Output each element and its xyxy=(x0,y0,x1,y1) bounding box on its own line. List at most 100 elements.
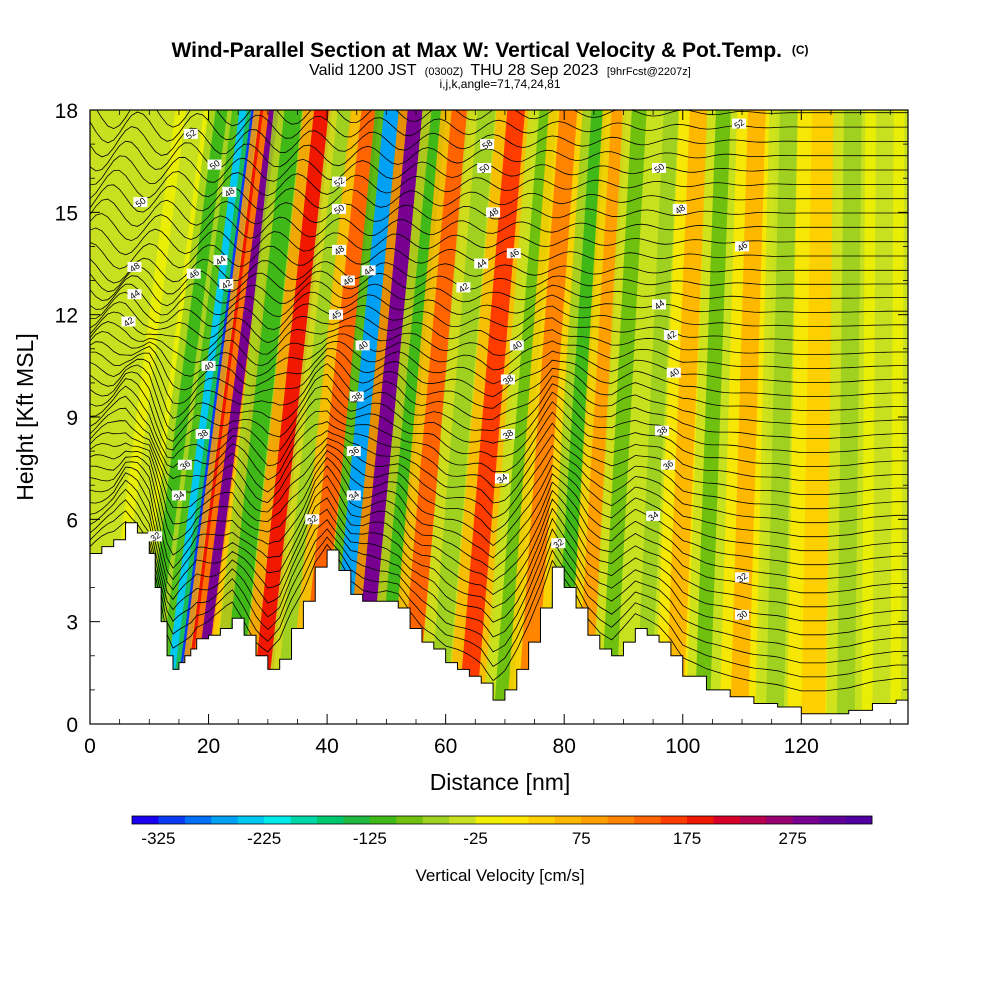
contour-label: 44 xyxy=(652,298,666,312)
colorbar-swatch xyxy=(132,816,159,824)
isentrope-line xyxy=(90,450,908,566)
chart-subtitle-2: i,j,k,angle=71,74,24,81 xyxy=(439,77,560,91)
colorbar-swatch xyxy=(766,816,794,824)
contour-label-text: 34 xyxy=(347,489,361,503)
colorbar-tick-label: 175 xyxy=(673,829,701,848)
colorbar-tick-label: -325 xyxy=(141,829,175,848)
colorbar-swatch xyxy=(792,816,820,824)
contour-label: 32 xyxy=(551,537,566,551)
contour-label: 48 xyxy=(331,243,346,257)
contour-label-bg xyxy=(213,255,228,266)
contour-label-text: 46 xyxy=(735,240,749,254)
contour-label-text: 50 xyxy=(652,161,666,175)
velocity-band-core xyxy=(398,110,470,724)
velocity-band-core xyxy=(801,110,836,724)
isentrope-line xyxy=(90,499,908,664)
isentrope-line xyxy=(90,170,908,199)
colorbar-tick-label: -225 xyxy=(247,829,281,848)
contour-label-text: 46 xyxy=(507,247,521,261)
velocity-band-core xyxy=(730,110,766,724)
contour-label: 52 xyxy=(331,175,346,189)
contour-label-text: 46 xyxy=(341,274,355,288)
isentrope-line xyxy=(90,395,908,495)
velocity-band-core xyxy=(635,110,679,724)
isentrope-line xyxy=(90,407,908,510)
velocity-band-core xyxy=(350,110,423,724)
colorbar-swatch xyxy=(528,816,556,824)
colorbar-tick-label: 275 xyxy=(779,829,807,848)
colorbar-tick-label: -125 xyxy=(353,829,387,848)
colorbar-swatch xyxy=(449,816,476,824)
contour-label-bg xyxy=(195,429,210,440)
colorbar-swatch xyxy=(396,816,424,824)
contour-label-text: 58 xyxy=(480,138,494,152)
contour-label-text: 50 xyxy=(208,158,222,172)
contour-label-bg xyxy=(355,340,370,351)
x-tick-label: 0 xyxy=(84,735,96,758)
contour-label: 48 xyxy=(672,202,687,216)
contour-label-bg xyxy=(201,360,216,371)
contour-label-bg xyxy=(500,374,515,385)
contour-label: 38 xyxy=(655,424,669,438)
contour-label-bg xyxy=(148,531,163,542)
contour-label-bg xyxy=(331,203,346,214)
isentrope-line xyxy=(90,488,908,650)
colorbar-swatch xyxy=(422,816,450,824)
velocity-band-core xyxy=(457,110,526,724)
contour-label-bg xyxy=(732,118,747,129)
contour-label: 44 xyxy=(213,254,228,267)
contour-label-text: 32 xyxy=(306,513,320,527)
isentrope-line xyxy=(90,351,908,411)
colorbar-swatch xyxy=(475,816,503,824)
contour-label: 32 xyxy=(735,571,749,585)
contour-label-bg xyxy=(328,309,343,320)
contour-label-text: 38 xyxy=(350,390,364,404)
title-suffix: (C) xyxy=(792,43,809,57)
colorbar-swatch xyxy=(660,816,688,824)
contour-label-text: 52 xyxy=(732,117,746,131)
colorbar-frame xyxy=(131,815,873,825)
contour-label: 50 xyxy=(652,161,666,175)
velocity-band-core xyxy=(273,110,353,724)
contour-label: 38 xyxy=(195,427,210,441)
colorbar-swatch xyxy=(264,816,291,824)
velocity-band xyxy=(506,110,588,724)
isentrope-line xyxy=(90,472,908,622)
chart-subtitle: Valid 1200 JST (0300Z) THU 28 Sep 2023 [… xyxy=(309,62,691,79)
velocity-band-core xyxy=(765,110,798,724)
contour-label-bg xyxy=(346,490,361,501)
isentrope-line xyxy=(90,455,908,580)
contour-label: 42 xyxy=(121,315,136,329)
contour-label-bg xyxy=(735,241,750,252)
velocity-band-core xyxy=(872,110,894,724)
isentrope-line xyxy=(90,291,908,330)
colorbar-swatch xyxy=(290,816,318,824)
contour-label: 34 xyxy=(346,489,361,503)
contour-label: 42 xyxy=(456,281,471,295)
contour-label-text: 38 xyxy=(655,424,669,438)
vertical-velocity-field xyxy=(97,110,905,724)
x-tick-label: 20 xyxy=(197,735,220,758)
contour-label: 46 xyxy=(735,240,749,254)
y-tick-label: 18 xyxy=(55,100,78,123)
contour-label-text: 50 xyxy=(134,196,148,210)
isentrope-line xyxy=(90,364,908,439)
isentrope-line xyxy=(90,466,908,608)
x-tick-label: 60 xyxy=(434,735,457,758)
contour-label: 48 xyxy=(222,185,237,199)
isentrope-line xyxy=(90,420,908,524)
contour-label-bg xyxy=(186,268,201,279)
contour-label: 36 xyxy=(660,458,675,472)
isentrope-line xyxy=(90,126,908,158)
contour-label-bg xyxy=(219,278,234,289)
x-axis-label: Distance [nm] xyxy=(430,769,571,795)
y-tick-label: 9 xyxy=(66,407,78,430)
y-tick-label: 12 xyxy=(55,305,78,328)
contour-label: 52 xyxy=(732,117,746,131)
velocity-band xyxy=(590,110,656,724)
contour-label: 40 xyxy=(666,366,681,380)
contour-label-text: 32 xyxy=(735,571,749,585)
contour-label: 34 xyxy=(171,489,186,503)
isentrope-line xyxy=(90,213,908,242)
contour-label: 32 xyxy=(148,530,162,544)
